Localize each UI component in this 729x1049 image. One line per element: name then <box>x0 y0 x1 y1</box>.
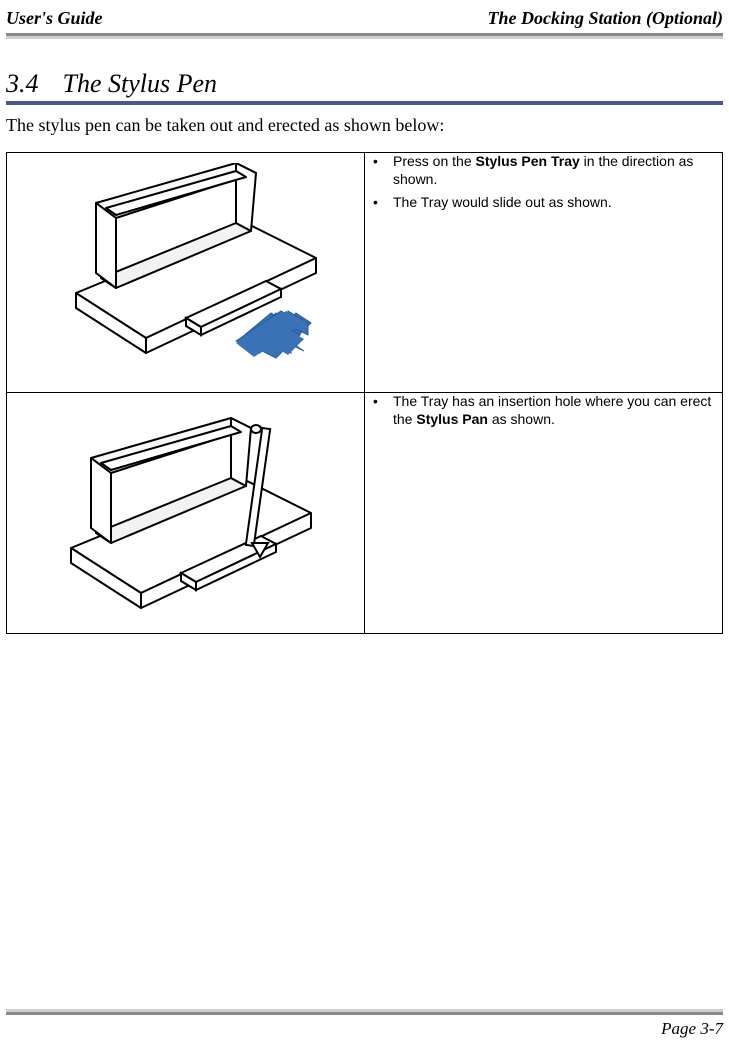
device-erect-pen-icon <box>36 403 336 623</box>
list-item: The Tray has an insertion hole where you… <box>365 393 722 428</box>
list-item: The Tray would slide out as shown. <box>365 194 722 212</box>
table-row: Press on the Stylus Pen Tray in the dire… <box>7 153 723 393</box>
bullet-text-post: The Tray would slide out as shown. <box>393 194 612 210</box>
list-item: Press on the Stylus Pen Tray in the dire… <box>365 153 722 188</box>
header-left: User's Guide <box>6 8 103 29</box>
section-title: The Stylus Pen <box>63 69 218 99</box>
section-heading: 3.4 The Stylus Pen <box>6 51 723 101</box>
header-right: The Docking Station (Optional) <box>487 8 723 29</box>
figure-cell-1 <box>7 153 365 393</box>
section-underline <box>6 101 723 105</box>
bullet-text-bold: Stylus Pen Tray <box>476 153 580 169</box>
footer-rule <box>6 1009 723 1015</box>
page-number: Page 3-7 <box>6 1019 723 1039</box>
text-cell-1: Press on the Stylus Pen Tray in the dire… <box>365 153 723 393</box>
bullet-text-post: as shown. <box>488 411 555 427</box>
bullet-text-pre: Press on the <box>393 153 476 169</box>
instruction-table: Press on the Stylus Pen Tray in the dire… <box>6 152 723 634</box>
device-press-tray-icon <box>36 163 336 373</box>
figure-cell-2 <box>7 393 365 634</box>
footer: Page 3-7 <box>6 1009 723 1039</box>
intro-text: The stylus pen can be taken out and erec… <box>6 113 723 152</box>
text-cell-2: The Tray has an insertion hole where you… <box>365 393 723 634</box>
table-row: The Tray has an insertion hole where you… <box>7 393 723 634</box>
bullet-text-bold: Stylus Pan <box>416 411 488 427</box>
section-number: 3.4 <box>6 69 39 99</box>
